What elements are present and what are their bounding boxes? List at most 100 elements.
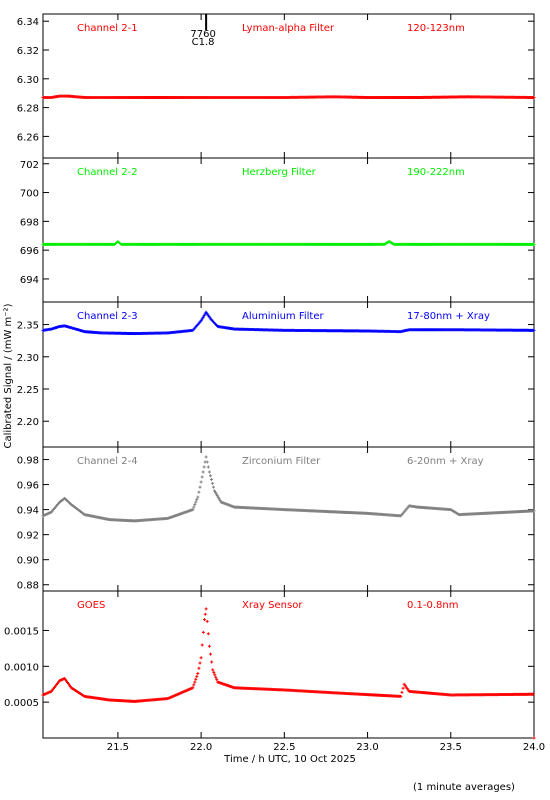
x-tick-label: 24.0: [523, 742, 545, 753]
panel-band-label: 120-123nm: [407, 23, 465, 34]
data-point: [207, 470, 211, 474]
x-tick-label: 23.5: [440, 742, 462, 753]
panel-band-label: 0.1-0.8nm: [407, 600, 459, 611]
data-point: [196, 671, 200, 675]
data-point: [211, 668, 215, 672]
panel-channel-label: Channel 2-4: [77, 456, 138, 467]
y-tick-label: 700: [20, 189, 39, 200]
data-point: [193, 503, 197, 507]
y-tick-label: 0.90: [17, 556, 39, 567]
data-point: [195, 674, 199, 678]
data-point: [191, 686, 195, 690]
data-point: [532, 96, 536, 100]
y-tick-label: 6.34: [17, 17, 39, 28]
y-tick-label: 0.0010: [4, 662, 39, 673]
x-axis-label: Time / h UTC, 10 Oct 2025: [223, 754, 356, 765]
data-point: [197, 666, 201, 670]
panel-frame: [42, 157, 535, 303]
y-tick-label: 6.28: [17, 104, 39, 115]
data-point: [400, 690, 404, 694]
data-point: [202, 465, 206, 469]
y-tick-label: 696: [20, 246, 39, 257]
panel-filter-label: Herzberg Filter: [242, 167, 317, 178]
data-point: [196, 495, 200, 499]
data-point: [215, 494, 219, 498]
x-tick-label: 23.0: [356, 742, 378, 753]
data-point: [194, 677, 198, 681]
data-point: [200, 317, 204, 321]
data-point: [206, 465, 210, 469]
data-point: [532, 328, 536, 332]
data-point: [532, 242, 536, 246]
panel-frame: [42, 301, 535, 448]
y-tick-label: 2.35: [17, 321, 39, 332]
data-point: [199, 319, 203, 323]
data-point: [214, 675, 218, 679]
data-point: [217, 497, 221, 501]
data-point: [205, 460, 209, 464]
panel-band-label: 17-80nm + Xray: [407, 311, 490, 322]
y-tick-label: 0.96: [17, 481, 39, 492]
y-tick-label: 702: [20, 160, 39, 171]
data-point: [208, 474, 212, 478]
data-point: [203, 612, 207, 616]
y-tick-label: 2.20: [17, 417, 39, 428]
data-point: [200, 643, 204, 647]
series-5: [41, 607, 536, 740]
panel-channel-label: Channel 2-2: [77, 167, 138, 178]
data-point: [199, 656, 203, 660]
data-point: [201, 470, 205, 474]
panel-band-label: 190-222nm: [407, 167, 465, 178]
data-point: [531, 692, 535, 696]
data-point: [212, 670, 216, 674]
y-tick-label: 2.30: [17, 353, 39, 364]
series-4: [41, 455, 536, 523]
data-point: [532, 736, 536, 740]
data-point: [197, 490, 201, 494]
data-point: [191, 508, 195, 512]
data-point: [201, 630, 205, 634]
data-point: [401, 686, 405, 690]
x-tick-label: 22.5: [273, 742, 295, 753]
data-point: [204, 455, 208, 459]
data-point: [399, 694, 403, 698]
data-point: [214, 492, 218, 496]
panel-frame: [42, 13, 535, 159]
y-tick-label: 0.0015: [4, 626, 39, 637]
data-point: [192, 683, 196, 687]
y-tick-label: 6.30: [17, 75, 39, 86]
y-tick-label: 0.0005: [4, 698, 39, 709]
y-tick-label: 6.26: [17, 132, 39, 143]
y-tick-label: 694: [20, 275, 39, 286]
event-marker-id: 7760: [190, 29, 215, 40]
y-tick-label: 0.88: [17, 581, 39, 592]
data-point: [209, 478, 213, 482]
data-point: [207, 644, 211, 648]
data-point: [216, 495, 220, 499]
panel-channel-label: Channel 2-3: [77, 311, 138, 322]
data-point: [211, 485, 215, 489]
data-point: [212, 489, 216, 493]
y-tick-label: 0.94: [17, 506, 39, 517]
x-tick-label: 21.5: [107, 742, 129, 753]
panel-filter-label: Lyman-alpha Filter: [242, 23, 335, 34]
event-marker-class: C1.8: [192, 37, 215, 48]
data-point: [192, 505, 196, 509]
data-point: [202, 618, 206, 622]
series-1: [41, 94, 536, 100]
data-point: [215, 678, 219, 682]
data-point: [532, 509, 536, 513]
series-2: [41, 240, 536, 246]
data-point: [193, 680, 197, 684]
data-point: [198, 661, 202, 665]
data-point: [206, 632, 210, 636]
panel-band-label: 6-20nm + Xray: [407, 456, 484, 467]
data-point: [218, 498, 222, 502]
panel-frame: [42, 590, 535, 739]
data-point: [213, 673, 217, 677]
data-point: [204, 607, 208, 611]
data-point: [205, 619, 209, 623]
data-point: [210, 481, 214, 485]
data-point: [202, 314, 206, 318]
